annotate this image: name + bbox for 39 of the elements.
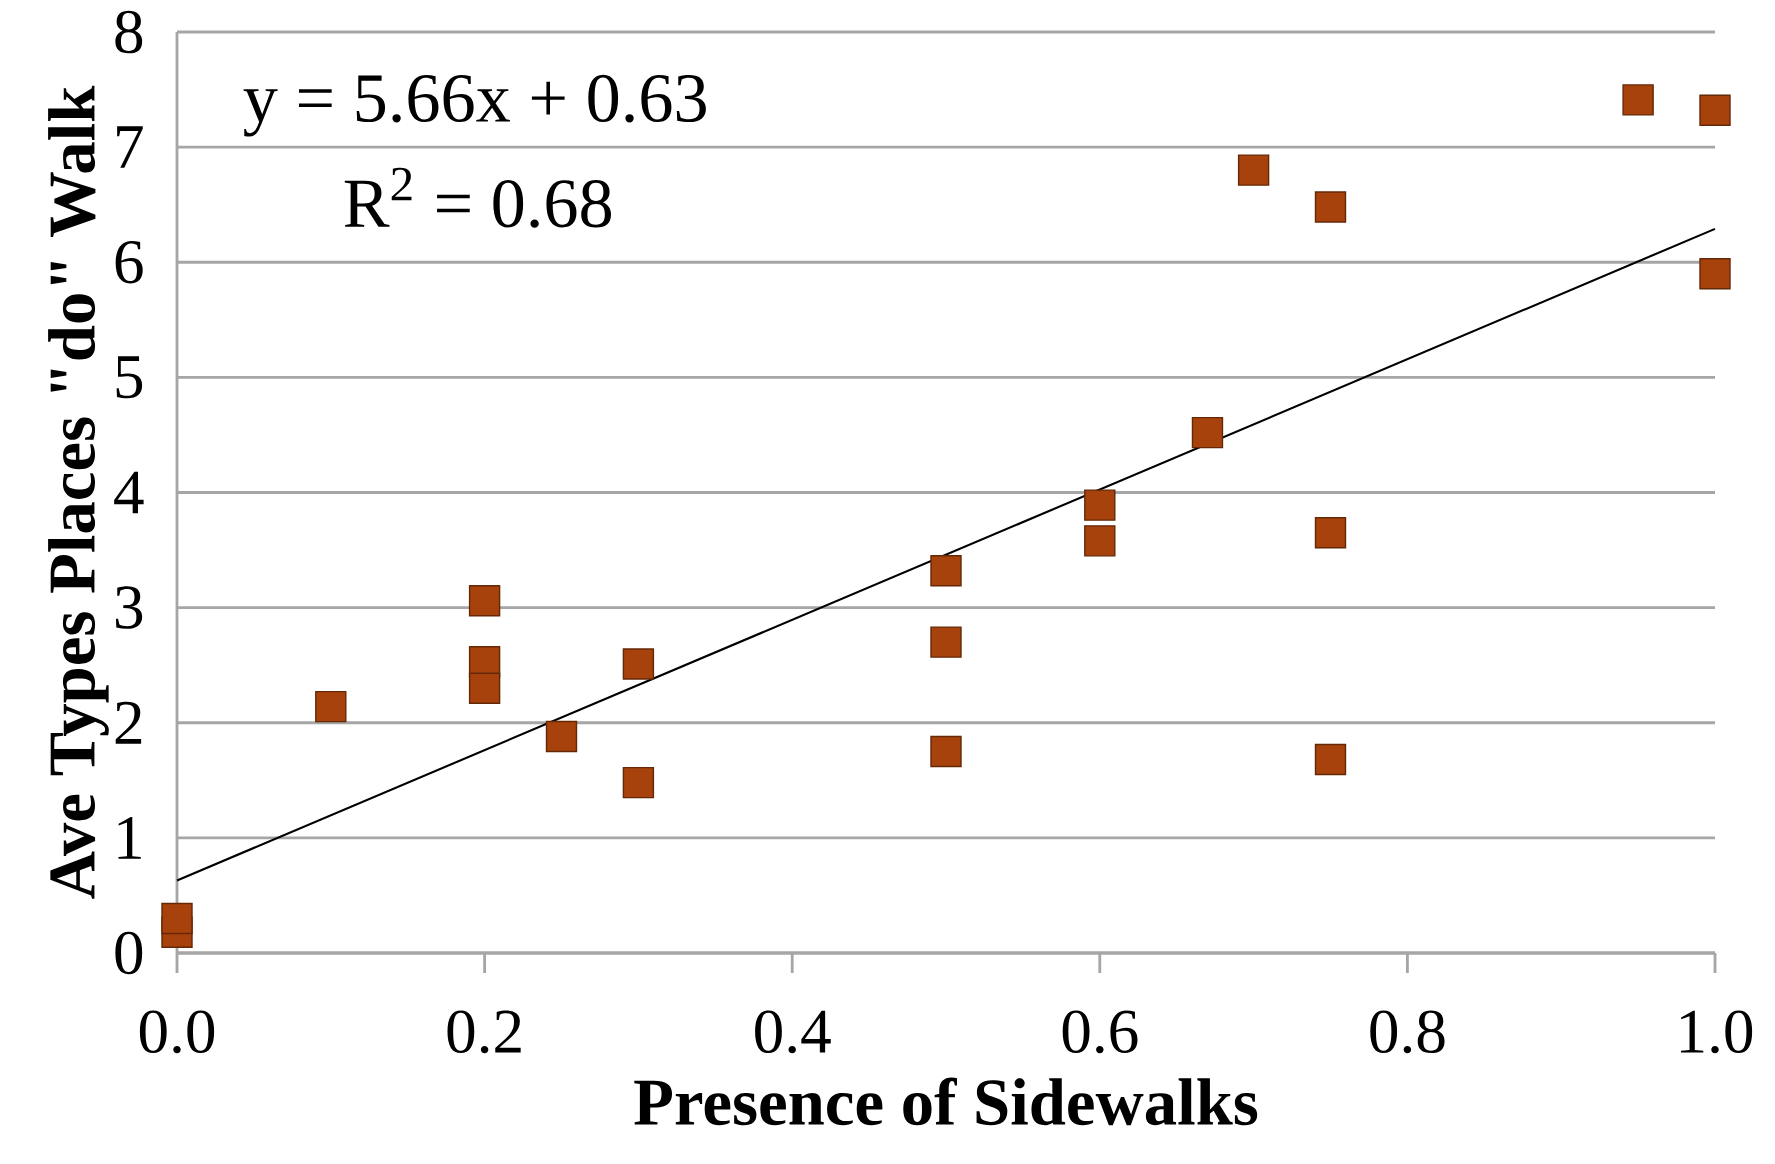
point: [622, 766, 655, 799]
x-axis-title: Presence of Sidewalks: [634, 1077, 1258, 1126]
point: [1622, 84, 1654, 116]
y-tick-label: 5: [116, 356, 143, 399]
x-tick-label: 0.4: [755, 1010, 831, 1054]
y-axis-title: Ave Types Places "do" Walk: [48, 85, 109, 899]
y-tick-label: 3: [115, 586, 143, 629]
point: [1084, 489, 1116, 521]
point: [161, 902, 193, 935]
point: [930, 626, 962, 658]
point: [1084, 525, 1116, 557]
x-tick-label: 0.8: [1370, 1010, 1445, 1054]
point: [1314, 743, 1347, 776]
annotation: y = 5.66x + 0.63: [243, 74, 706, 137]
point: [468, 584, 501, 617]
point: [622, 648, 655, 680]
y-tick-label: 0: [115, 931, 143, 975]
x-tick-label: 0.6: [1062, 1010, 1138, 1054]
point: [1314, 517, 1347, 549]
y-tick-label: 2: [115, 701, 142, 744]
x-tick-label: 0.0: [139, 1010, 215, 1054]
point: [315, 690, 347, 723]
point: [545, 720, 578, 753]
point: [930, 735, 962, 768]
x-tick-label: 0.2: [447, 1010, 521, 1054]
point: [1699, 258, 1731, 290]
x-tick-label: 1.0: [1681, 1010, 1753, 1054]
y-tick-label: 4: [114, 471, 144, 514]
annotation: R$^{2}$ = 0.68: [344, 167, 611, 228]
point: [1191, 416, 1224, 449]
point: [1314, 191, 1347, 223]
y-tick-label: 1: [118, 816, 141, 859]
y-tick-label: 7: [117, 126, 143, 168]
point: [1699, 94, 1731, 126]
y-tick-label: 6: [115, 240, 143, 284]
y-tick-label: 8: [115, 10, 143, 54]
point: [1237, 154, 1270, 186]
point: [468, 672, 501, 704]
point: [930, 555, 962, 587]
